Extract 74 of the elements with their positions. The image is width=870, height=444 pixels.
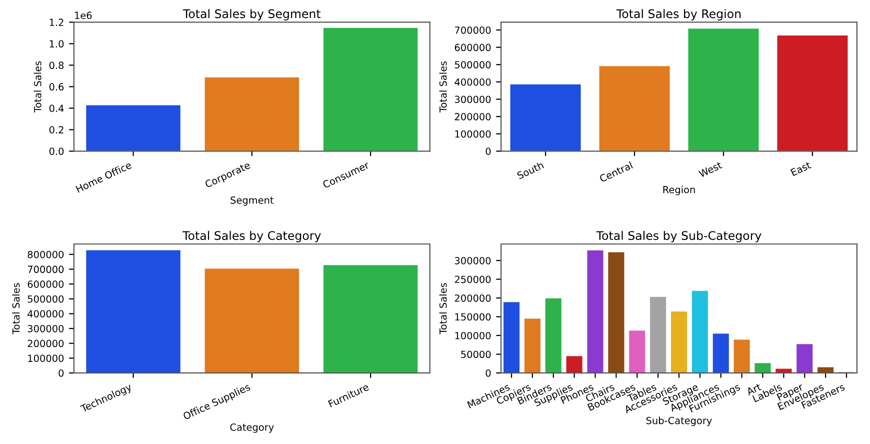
y-tick-label: 0	[58, 369, 64, 377]
bar	[510, 84, 582, 152]
bar	[628, 330, 646, 373]
y-tick-label: 500000	[454, 61, 491, 68]
y-tick-label: 0.0	[49, 148, 64, 155]
bar	[776, 34, 848, 152]
bar	[796, 343, 814, 373]
bar	[649, 296, 667, 373]
x-axis-title: Region	[663, 186, 695, 196]
y-tick-label: 400000	[454, 78, 491, 86]
x-axis-title: Sub-Category	[646, 416, 712, 426]
bar	[85, 104, 182, 152]
y-tick-label: 700000	[455, 26, 491, 34]
bar	[566, 355, 584, 373]
bar	[204, 268, 300, 373]
bar	[85, 250, 182, 373]
bar	[774, 368, 792, 373]
y-tick-label: 300000	[28, 324, 64, 332]
bar	[322, 27, 418, 152]
y-tick-label: 0.4	[49, 104, 64, 112]
y-tick-label: 0.2	[49, 126, 64, 134]
bar	[204, 76, 300, 152]
y-tick-label: 300000	[454, 256, 491, 264]
bar	[322, 264, 418, 373]
bar	[598, 65, 670, 152]
y-tick-label: 1.0	[50, 40, 64, 48]
y-tick-label: 150000	[455, 313, 491, 321]
bar	[544, 298, 562, 373]
chart-title: Total Sales by Sub-Category	[596, 230, 762, 242]
y-tick-label: 200000	[28, 340, 64, 348]
y-axis-title: Total Sales	[34, 61, 42, 113]
text: 1e6	[75, 12, 92, 20]
x-tick-label: Home Office	[75, 161, 132, 193]
y-axis-title: Total Sales	[439, 283, 447, 334]
x-axis-title: Segment	[230, 196, 274, 206]
y-axis-title: Total Sales	[12, 283, 20, 334]
bar	[733, 338, 751, 373]
bar	[586, 250, 604, 373]
y-tick-label: 200000	[454, 294, 491, 302]
y-tick-label: 50000	[461, 350, 491, 358]
chart-title: Total Sales by Category	[182, 230, 321, 242]
bar	[502, 301, 520, 373]
y-tick-label: 200000	[454, 113, 491, 120]
x-tick-label: East	[790, 161, 812, 176]
bar	[670, 310, 688, 373]
y-tick-label: 400000	[28, 310, 64, 318]
bar	[691, 290, 709, 373]
x-axis-title: Category	[230, 424, 274, 433]
bar	[524, 318, 542, 373]
chart-title: Total Sales by Segment	[182, 9, 321, 20]
y-tick-label: 100000	[28, 354, 64, 362]
y-tick-label: 700000	[28, 266, 64, 274]
y-axis-title: Total Sales	[439, 61, 447, 113]
x-tick-label: South	[516, 161, 544, 180]
bar	[607, 252, 625, 373]
chart-title: Total Sales by Region	[616, 9, 741, 20]
bar	[712, 332, 730, 373]
y-tick-label: 250000	[454, 276, 491, 284]
bar	[754, 362, 772, 373]
x-tick-label: West	[698, 161, 722, 178]
bar	[816, 366, 834, 373]
bar	[688, 28, 760, 152]
y-tick-label: 600000	[28, 280, 64, 288]
y-tick-label: 500000	[28, 295, 64, 303]
y-tick-label: 0.6	[49, 83, 64, 91]
y-tick-label: 300000	[454, 96, 491, 104]
y-tick-label: 0	[486, 148, 491, 155]
y-tick-label: 600000	[454, 44, 491, 52]
y-tick-label: 800000	[28, 250, 64, 258]
y-tick-label: 1.2	[50, 18, 64, 26]
y-tick-label: 100000	[455, 332, 491, 340]
y-tick-label: 0	[486, 369, 491, 377]
y-tick-label: 0.8	[49, 62, 64, 70]
y-tick-label: 100000	[455, 130, 491, 138]
